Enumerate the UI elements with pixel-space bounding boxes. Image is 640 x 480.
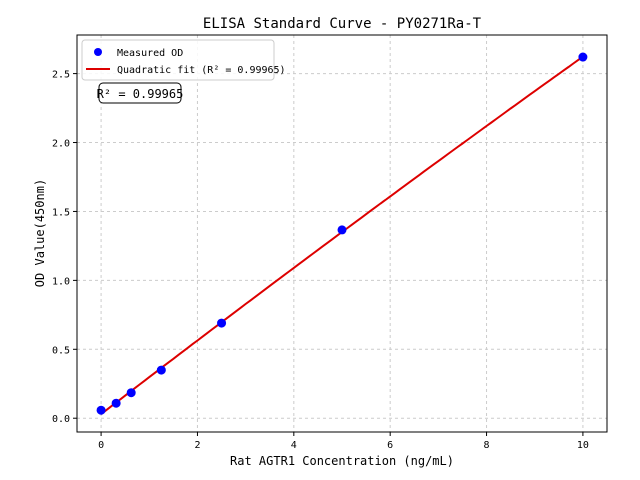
data-point xyxy=(111,398,121,408)
x-tick-label: 6 xyxy=(387,440,393,451)
legend-box xyxy=(81,39,275,81)
x-axis-label: Rat AGTR1 Concentration (ng/mL) xyxy=(230,454,454,468)
x-tick-label: 0 xyxy=(98,440,104,451)
legend-label-measured: Measured OD xyxy=(117,48,183,59)
data-point xyxy=(217,318,227,328)
fit-line xyxy=(100,55,584,415)
y-tick-label: 0.5 xyxy=(52,345,70,356)
y-tick-label: 1.5 xyxy=(52,207,70,218)
y-tick-label: 2.5 xyxy=(52,70,70,81)
legend-label-fit: Quadratic fit (R² = 0.99965) xyxy=(117,65,286,76)
r2-annotation: R² = 0.99965 xyxy=(97,82,184,104)
y-axis-label: OD Value(450nm) xyxy=(33,179,47,287)
y-tick-label: 2.0 xyxy=(52,139,70,150)
x-tick-label: 2 xyxy=(194,440,200,451)
data-point xyxy=(578,52,588,62)
data-point xyxy=(337,225,347,235)
legend-marker-measured xyxy=(94,48,102,56)
r2-text: R² = 0.99965 xyxy=(97,87,184,101)
grid xyxy=(77,35,607,432)
fit-line-group xyxy=(100,55,584,415)
r2-box xyxy=(98,82,182,104)
x-tick-label: 4 xyxy=(291,440,297,451)
plot-frame xyxy=(76,34,608,433)
legend: Measured OD Quadratic fit (R² = 0.99965) xyxy=(81,39,286,81)
data-point xyxy=(156,365,166,375)
y-tick-label: 1.0 xyxy=(52,276,70,287)
ticks: 0 2 4 6 8 10 0.0 0.5 1.0 1.5 2.0 2.5 xyxy=(52,70,589,451)
y-tick-label: 0.0 xyxy=(52,414,70,425)
data-point xyxy=(126,388,136,398)
x-tick-label: 10 xyxy=(577,440,589,451)
x-tick-label: 8 xyxy=(484,440,490,451)
chart-title: ELISA Standard Curve - PY0271Ra-T xyxy=(203,16,482,32)
data-point xyxy=(96,405,106,415)
points-group xyxy=(96,52,588,415)
